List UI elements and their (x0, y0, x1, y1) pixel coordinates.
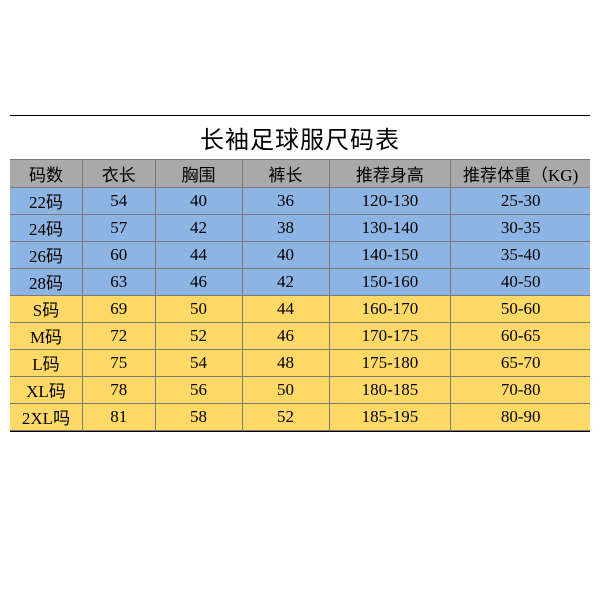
cell-2-4: 140-150 (329, 241, 451, 268)
cell-8-1: 81 (83, 403, 156, 430)
cell-0-2: 40 (155, 187, 242, 214)
cell-3-4: 150-160 (329, 268, 451, 295)
cell-6-3: 48 (242, 349, 329, 376)
cell-3-1: 63 (83, 268, 156, 295)
cell-3-3: 42 (242, 268, 329, 295)
cell-1-1: 57 (83, 214, 156, 241)
cell-3-0: 28码 (10, 268, 83, 295)
cell-5-5: 60-65 (451, 322, 590, 349)
col-header-2: 胸围 (155, 160, 242, 187)
cell-8-0: 2XL吗 (10, 403, 83, 430)
cell-1-3: 38 (242, 214, 329, 241)
table-row: XL码785650180-18570-80 (10, 376, 590, 403)
cell-1-5: 30-35 (451, 214, 590, 241)
cell-8-2: 58 (155, 403, 242, 430)
cell-7-0: XL码 (10, 376, 83, 403)
cell-2-0: 26码 (10, 241, 83, 268)
table-row: 22码544036120-13025-30 (10, 187, 590, 214)
cell-6-5: 65-70 (451, 349, 590, 376)
cell-2-5: 35-40 (451, 241, 590, 268)
cell-6-0: L码 (10, 349, 83, 376)
cell-1-2: 42 (155, 214, 242, 241)
cell-4-5: 50-60 (451, 295, 590, 322)
cell-4-0: S码 (10, 295, 83, 322)
col-header-5: 推荐体重（KG) (451, 160, 590, 187)
cell-6-1: 75 (83, 349, 156, 376)
cell-2-3: 40 (242, 241, 329, 268)
table-row: L码755448175-18065-70 (10, 349, 590, 376)
cell-7-5: 70-80 (451, 376, 590, 403)
cell-5-1: 72 (83, 322, 156, 349)
header-row: 码数衣长胸围裤长推荐身高推荐体重（KG) (10, 160, 590, 187)
cell-0-3: 36 (242, 187, 329, 214)
cell-3-2: 46 (155, 268, 242, 295)
cell-8-3: 52 (242, 403, 329, 430)
cell-6-2: 54 (155, 349, 242, 376)
col-header-1: 衣长 (83, 160, 156, 187)
cell-4-1: 69 (83, 295, 156, 322)
cell-7-4: 180-185 (329, 376, 451, 403)
cell-0-4: 120-130 (329, 187, 451, 214)
table-row: 26码604440140-15035-40 (10, 241, 590, 268)
col-header-4: 推荐身高 (329, 160, 451, 187)
cell-0-5: 25-30 (451, 187, 590, 214)
size-chart-container: 长袖足球服尺码表 码数衣长胸围裤长推荐身高推荐体重（KG) 22码5440361… (10, 115, 590, 432)
cell-0-0: 22码 (10, 187, 83, 214)
cell-5-2: 52 (155, 322, 242, 349)
table-title: 长袖足球服尺码表 (10, 115, 590, 160)
table-row: M码725246170-17560-65 (10, 322, 590, 349)
cell-7-1: 78 (83, 376, 156, 403)
table-row: S码695044160-17050-60 (10, 295, 590, 322)
cell-5-0: M码 (10, 322, 83, 349)
cell-0-1: 54 (83, 187, 156, 214)
table-row: 24码574238130-14030-35 (10, 214, 590, 241)
col-header-3: 裤长 (242, 160, 329, 187)
cell-2-1: 60 (83, 241, 156, 268)
cell-4-4: 160-170 (329, 295, 451, 322)
table-bottom-border (10, 431, 590, 432)
size-table: 码数衣长胸围裤长推荐身高推荐体重（KG) 22码544036120-13025-… (10, 160, 590, 431)
table-row: 2XL吗815852185-19580-90 (10, 403, 590, 430)
cell-3-5: 40-50 (451, 268, 590, 295)
cell-5-3: 46 (242, 322, 329, 349)
cell-7-2: 56 (155, 376, 242, 403)
cell-5-4: 170-175 (329, 322, 451, 349)
table-row: 28码634642150-16040-50 (10, 268, 590, 295)
cell-8-5: 80-90 (451, 403, 590, 430)
cell-4-3: 44 (242, 295, 329, 322)
cell-1-0: 24码 (10, 214, 83, 241)
cell-1-4: 130-140 (329, 214, 451, 241)
col-header-0: 码数 (10, 160, 83, 187)
cell-2-2: 44 (155, 241, 242, 268)
cell-8-4: 185-195 (329, 403, 451, 430)
cell-7-3: 50 (242, 376, 329, 403)
cell-4-2: 50 (155, 295, 242, 322)
cell-6-4: 175-180 (329, 349, 451, 376)
